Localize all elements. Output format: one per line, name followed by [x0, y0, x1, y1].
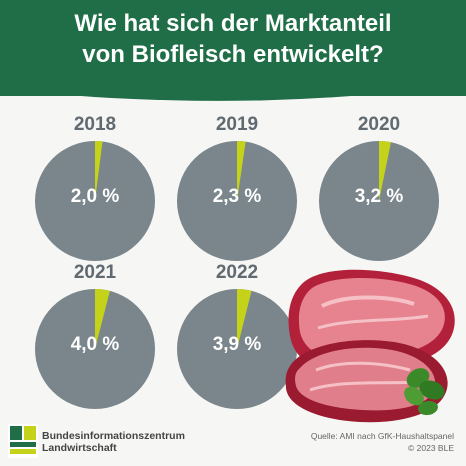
pie-share-slice [95, 141, 103, 201]
pie-year-label: 2018 [73, 114, 117, 135]
pie-value-label: 3,9 % [212, 334, 262, 355]
pie-value-label: 3,2 % [354, 186, 404, 207]
pie-chart-2019 [177, 141, 297, 261]
title-line-2: von Biofleisch entwickelt? [82, 41, 384, 68]
pie-year-label: 2021 [73, 262, 117, 283]
pie-chart-2020 [319, 141, 439, 261]
ble-logo-icon [8, 424, 38, 458]
pie-chart-2022 [177, 289, 297, 409]
pie-year-label: 2019 [215, 114, 259, 135]
pie-year-label: 2022 [215, 262, 259, 283]
org-line-1: Bundesinformationszentrum [42, 430, 185, 442]
pie-value-label: 4,0 % [70, 334, 120, 355]
source-credit: Quelle: AMI nach GfK-Haushaltspanel © 20… [311, 430, 454, 454]
pie-chart-2018 [35, 141, 155, 261]
org-line-2: Landwirtschaft [42, 442, 117, 454]
pie-share-slice [237, 289, 252, 349]
pie-share-slice [237, 141, 246, 201]
title-line-1: Wie hat sich der Marktanteil [74, 10, 392, 37]
pie-chart-2021 [35, 289, 155, 409]
pie-value-label: 2,0 % [70, 186, 120, 207]
source-line-2: © 2023 BLE [408, 443, 454, 453]
source-line-1: Quelle: AMI nach GfK-Haushaltspanel [310, 431, 454, 441]
pie-share-slice [95, 289, 110, 349]
page-title: Wie hat sich der Marktanteil von Bioflei… [0, 8, 466, 70]
header-wave [0, 72, 466, 101]
pie-year-label: 2020 [357, 114, 401, 135]
organization-name: Bundesinformationszentrum Landwirtschaft [42, 430, 185, 454]
meat-illustration [285, 269, 455, 423]
pie-share-slice [379, 141, 391, 201]
pie-value-label: 2,3 % [212, 186, 262, 207]
